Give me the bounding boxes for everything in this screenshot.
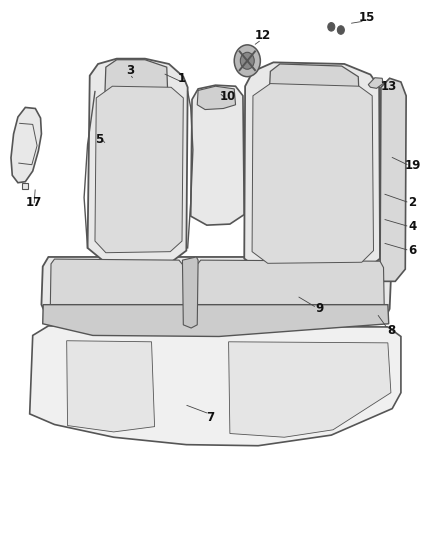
Polygon shape xyxy=(30,326,401,446)
Polygon shape xyxy=(22,183,28,189)
Text: 3: 3 xyxy=(126,64,134,77)
Polygon shape xyxy=(229,342,391,437)
Polygon shape xyxy=(269,64,359,105)
Text: 2: 2 xyxy=(409,196,417,209)
Polygon shape xyxy=(197,86,236,110)
Circle shape xyxy=(234,45,260,77)
Polygon shape xyxy=(183,257,198,328)
Text: 17: 17 xyxy=(26,196,42,209)
Text: 10: 10 xyxy=(219,90,236,103)
Polygon shape xyxy=(368,78,383,88)
Polygon shape xyxy=(88,59,187,262)
Circle shape xyxy=(337,26,344,34)
Polygon shape xyxy=(244,62,380,272)
Text: 19: 19 xyxy=(404,159,421,172)
Text: 1: 1 xyxy=(178,72,186,85)
Polygon shape xyxy=(380,78,406,281)
Text: 6: 6 xyxy=(409,244,417,257)
Polygon shape xyxy=(95,86,184,253)
Circle shape xyxy=(328,22,335,31)
Text: 9: 9 xyxy=(315,302,323,316)
Text: 5: 5 xyxy=(95,133,103,146)
Polygon shape xyxy=(105,60,168,101)
Polygon shape xyxy=(191,85,244,225)
Polygon shape xyxy=(196,260,385,325)
Polygon shape xyxy=(11,108,42,183)
Text: 13: 13 xyxy=(381,80,397,93)
Polygon shape xyxy=(43,305,389,336)
Text: 4: 4 xyxy=(409,220,417,233)
Polygon shape xyxy=(42,257,391,326)
Polygon shape xyxy=(252,84,374,263)
Text: 12: 12 xyxy=(254,29,271,42)
Circle shape xyxy=(240,52,254,69)
Polygon shape xyxy=(67,341,155,432)
Text: 8: 8 xyxy=(387,324,395,337)
Text: 7: 7 xyxy=(206,411,214,424)
Polygon shape xyxy=(50,259,184,325)
Text: 15: 15 xyxy=(359,11,375,24)
